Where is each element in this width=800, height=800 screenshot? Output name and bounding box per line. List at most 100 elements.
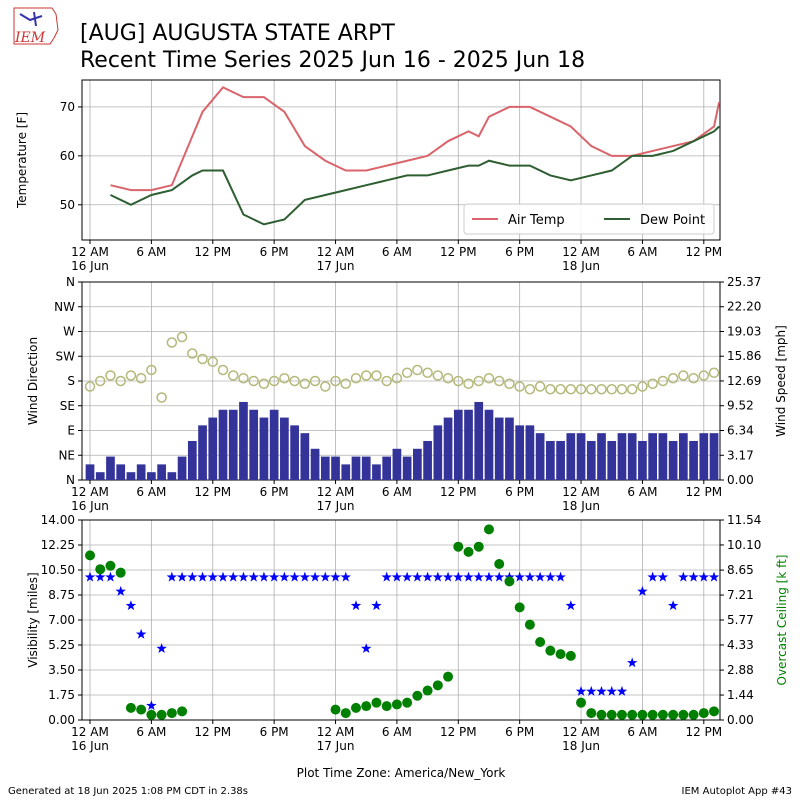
circle-marker: [381, 375, 392, 387]
bar: [157, 464, 166, 480]
circle-marker: [586, 708, 597, 719]
bar: [361, 456, 371, 480]
x-tick-label: 12 PM: [194, 485, 231, 499]
circle-marker: [698, 370, 710, 381]
circle-marker: [637, 709, 648, 720]
x-tick-label: 12 PM: [194, 245, 231, 259]
bar: [85, 464, 95, 480]
x-tick-label: 12 PM: [440, 485, 477, 499]
plot-frame: [81, 519, 721, 721]
y-tick-label: 12.25: [41, 538, 75, 552]
x-tick-label: 6 PM: [505, 245, 534, 259]
circle-marker: [401, 367, 413, 378]
bar: [300, 433, 310, 480]
y-tick-label: 3.50: [48, 663, 75, 677]
circle-marker: [146, 709, 157, 720]
circle-marker: [616, 384, 628, 395]
y-tick-label: S: [67, 374, 75, 388]
star-marker: [442, 571, 454, 582]
star-marker: [166, 571, 178, 582]
x-tick-label: 6 AM: [382, 485, 412, 499]
y2-tick-label: 19.03: [727, 324, 761, 338]
circle-marker: [289, 375, 300, 387]
star-marker: [248, 571, 259, 582]
circle-marker: [504, 576, 515, 587]
x-tick-label: 6 PM: [260, 245, 289, 259]
star-marker: [135, 628, 147, 639]
x-tick-label: 6 PM: [505, 485, 534, 499]
circle-marker: [309, 375, 321, 387]
bar: [280, 417, 289, 480]
y-axis-label: Wind Direction: [26, 337, 40, 425]
star-marker: [708, 571, 720, 582]
circle-marker: [606, 709, 617, 720]
circle-marker: [115, 567, 126, 578]
bar: [239, 401, 248, 480]
star-marker: [422, 571, 433, 582]
bar: [126, 472, 136, 480]
x-tick-label: 12 AM 17 Jun: [317, 485, 355, 513]
circle-marker: [371, 370, 382, 381]
star-marker: [575, 685, 587, 696]
x-tick-label: 12 AM 16 Jun: [71, 725, 109, 753]
bar: [187, 440, 197, 480]
star-marker: [463, 571, 474, 582]
star-marker: [555, 571, 566, 582]
star-marker: [401, 571, 413, 582]
x-tick-label: 6 AM: [136, 245, 166, 259]
circle-marker: [668, 709, 679, 720]
circle-marker: [565, 650, 576, 661]
circle-marker: [217, 364, 229, 376]
bar: [290, 425, 299, 480]
y2-tick-label: 3.17: [727, 448, 754, 462]
star-marker: [299, 571, 311, 582]
star-marker: [217, 571, 229, 582]
star-marker: [238, 571, 249, 582]
star-marker: [534, 571, 546, 582]
star-marker: [606, 685, 617, 696]
bar: [576, 433, 586, 480]
panel: 12 AM 16 Jun 6 AM 12 PM 6 PM 12 AM 17 Jun 6 AM 1…: [26, 513, 789, 780]
y2-axis-label: Overcast Ceiling [k ft]: [775, 555, 789, 686]
circle-marker: [534, 381, 546, 392]
x-tick-label: 12 PM: [685, 485, 722, 499]
bar: [392, 448, 402, 480]
circle-marker: [432, 680, 443, 691]
star-marker: [320, 571, 331, 582]
bar: [648, 433, 658, 480]
circle-marker: [545, 384, 556, 395]
star-marker: [514, 571, 525, 582]
x-tick-label: 6 AM: [136, 725, 166, 739]
logo-text: IEM: [14, 30, 46, 46]
y-tick-label: SW: [56, 349, 76, 363]
logo-outline: [13, 7, 59, 45]
star-marker: [391, 571, 403, 582]
bar: [668, 440, 678, 480]
circle-marker: [177, 706, 188, 717]
star-marker: [524, 571, 536, 582]
circle-marker: [463, 378, 474, 389]
circle-marker: [678, 709, 689, 720]
footer-app: IEM Autoplot App #43: [682, 786, 792, 797]
bar: [177, 456, 187, 480]
bar: [474, 401, 484, 480]
circle-marker: [156, 392, 167, 403]
bar: [443, 417, 453, 480]
chart-title: [AUG] AUGUSTA STATE ARPT: [80, 21, 395, 46]
bar: [341, 464, 351, 480]
circle-marker: [381, 701, 392, 712]
circle-marker: [443, 671, 454, 682]
logo: IEM: [13, 7, 59, 46]
star-marker: [647, 571, 658, 582]
circle-marker: [596, 709, 607, 720]
y-tick-label: N: [66, 473, 75, 487]
circle-marker: [166, 708, 177, 719]
circle-marker: [422, 685, 433, 696]
circle-marker: [320, 381, 331, 392]
bar: [198, 425, 207, 480]
circle-marker: [391, 699, 402, 710]
circle-marker: [667, 373, 679, 384]
x-tick-label: 6 PM: [260, 725, 289, 739]
y-tick-label: SE: [60, 399, 75, 413]
